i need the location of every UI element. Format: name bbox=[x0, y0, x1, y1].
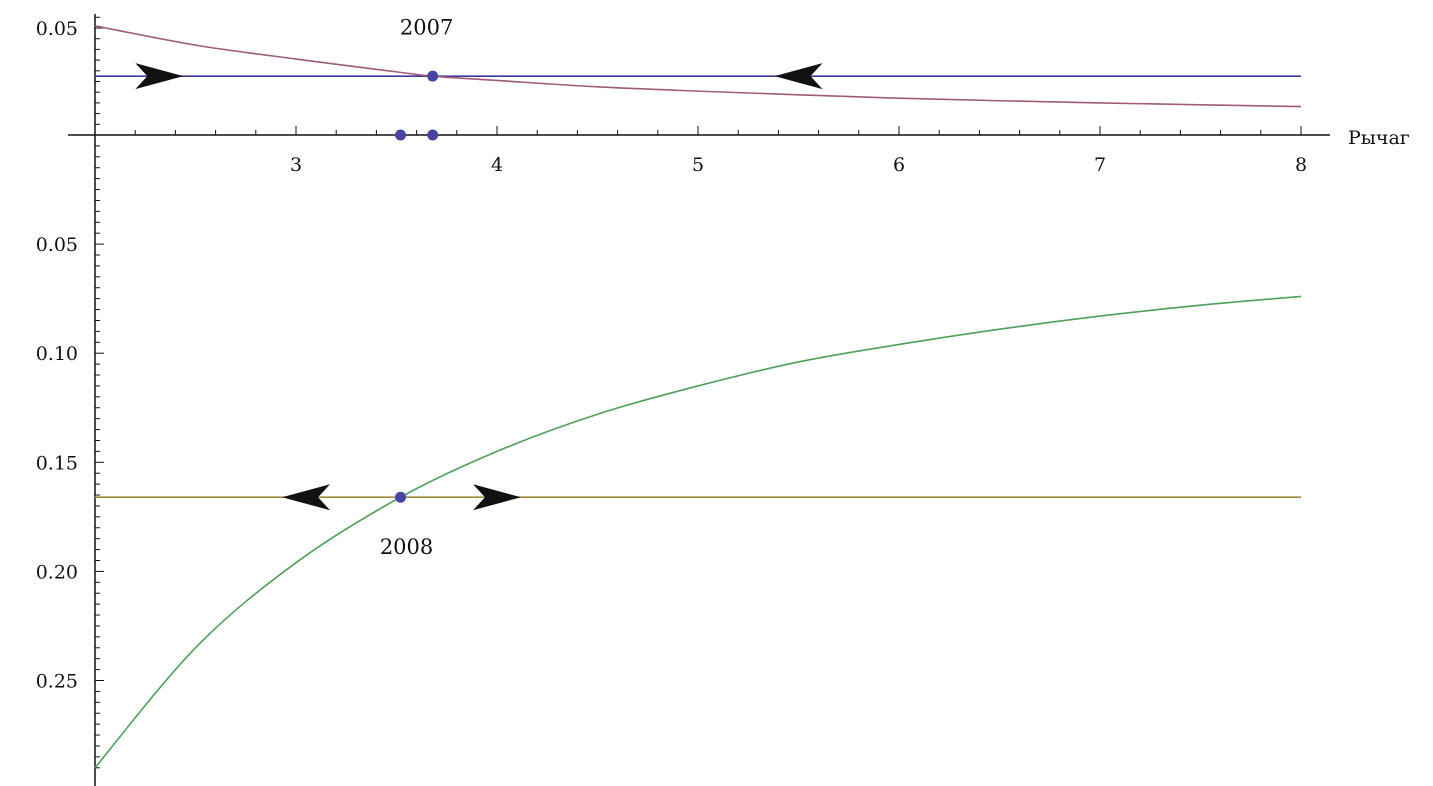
upper-equilibrium-point-2 bbox=[395, 129, 407, 141]
x-axis-label: Рычаг bbox=[1348, 127, 1410, 149]
lower-direction-arrow-right bbox=[473, 484, 521, 511]
x-tick-label: 7 bbox=[1094, 154, 1106, 176]
y-tick-label-lower: 0.15 bbox=[36, 452, 78, 474]
x-tick-label: 6 bbox=[893, 154, 905, 176]
y-tick-label-lower: 0.25 bbox=[36, 671, 78, 693]
y-tick-label-upper: 0.05 bbox=[36, 18, 78, 40]
x-tick-label: 5 bbox=[692, 154, 704, 176]
lower-equilibrium-point-1 bbox=[395, 491, 407, 503]
axes bbox=[68, 14, 1330, 786]
upper-direction-arrow-left bbox=[774, 63, 823, 90]
lower-direction-arrow-left bbox=[282, 484, 331, 511]
y-tick-label-lower: 0.20 bbox=[36, 561, 78, 583]
lower-series-line-2 bbox=[94, 295, 1302, 769]
upper-series-line-2 bbox=[94, 25, 1302, 108]
upper-direction-arrow-right bbox=[135, 63, 184, 90]
curves bbox=[94, 25, 1302, 769]
lower-annotation-2008: 2008 bbox=[380, 535, 433, 559]
x-tick-label: 4 bbox=[491, 154, 503, 176]
y-tick-label-lower: 0.05 bbox=[36, 234, 78, 256]
upper-equilibrium-point-3 bbox=[427, 129, 439, 141]
upper-equilibrium-point-1 bbox=[427, 70, 439, 82]
labels: 3 4 5 6 7 8 Рычаг 0.05 0.05 0.10 0.15 0.20 0.25 2007 2… bbox=[36, 15, 1410, 692]
upper-annotation-2007: 2007 bbox=[400, 15, 453, 39]
marks bbox=[135, 63, 823, 511]
x-tick-label: 8 bbox=[1295, 154, 1307, 176]
y-tick-label-lower: 0.10 bbox=[36, 343, 78, 365]
x-tick-label: 3 bbox=[290, 154, 302, 176]
